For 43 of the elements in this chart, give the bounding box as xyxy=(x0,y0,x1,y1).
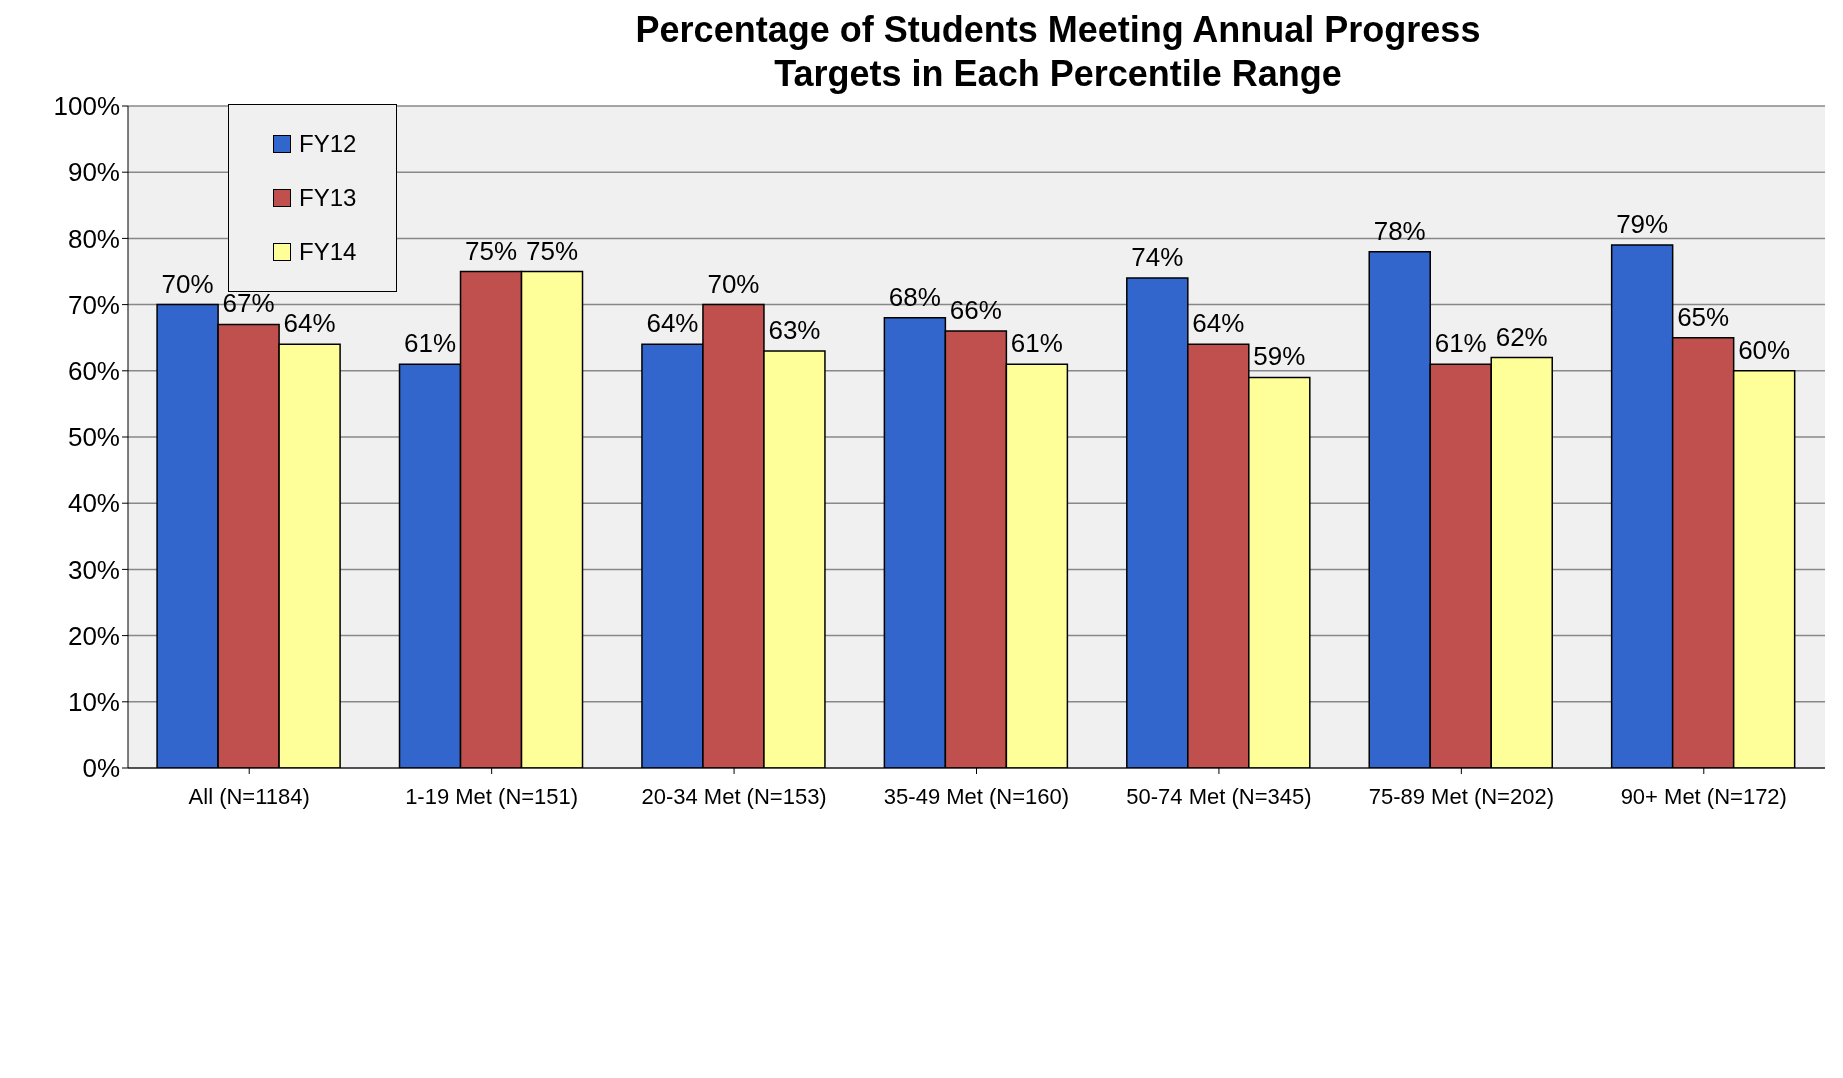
x-tick-label: 20-34 Met (N=153) xyxy=(641,783,827,809)
data-label: 64% xyxy=(1192,308,1245,339)
y-tick-label: 80% xyxy=(67,223,120,254)
data-label: 62% xyxy=(1495,321,1548,352)
data-label: 70% xyxy=(707,268,760,299)
data-label: 64% xyxy=(283,308,336,339)
y-tick-label: 20% xyxy=(67,620,120,651)
x-tick-label: 90+ Met (N=172) xyxy=(1620,783,1787,809)
data-label: 61% xyxy=(404,328,457,359)
data-label: 74% xyxy=(1131,242,1184,273)
data-label: 65% xyxy=(1677,301,1730,332)
data-label: 59% xyxy=(1253,341,1306,372)
data-label: 67% xyxy=(222,288,275,319)
data-label: 60% xyxy=(1738,334,1791,365)
data-label: 68% xyxy=(888,281,941,312)
y-tick-label: 10% xyxy=(67,687,120,718)
y-tick-label: 100% xyxy=(53,91,120,122)
x-tick-label: 35-49 Met (N=160) xyxy=(883,783,1070,809)
y-tick-label: 40% xyxy=(67,488,120,519)
x-tick-label: 50-74 Met (N=345) xyxy=(1126,783,1312,809)
legend-label: FY13 xyxy=(299,184,357,212)
data-label: 78% xyxy=(1373,215,1426,246)
legend-label: FY14 xyxy=(299,238,357,266)
data-label: 61% xyxy=(1434,328,1487,359)
x-tick-label: All (N=1184) xyxy=(188,783,310,809)
y-tick-label: 70% xyxy=(67,289,120,320)
x-tick-label: 1-19 Met (N=151) xyxy=(405,783,579,809)
data-label: 66% xyxy=(949,295,1002,326)
data-label: 70% xyxy=(161,268,214,299)
y-tick-label: 0% xyxy=(82,753,120,784)
chart-title: Percentage of Students Meeting Annual Progress Targets in Each Percentile Range xyxy=(634,8,1482,96)
y-tick-label: 90% xyxy=(67,157,120,188)
data-label: 64% xyxy=(646,308,699,339)
data-label: 63% xyxy=(768,314,821,345)
legend-label: FY12 xyxy=(299,130,357,158)
x-tick-label: 75-89 Met (N=202) xyxy=(1368,783,1554,809)
y-tick-label: 60% xyxy=(67,356,120,387)
data-label: 75% xyxy=(465,235,518,266)
y-tick-label: 50% xyxy=(67,422,120,453)
data-label: 79% xyxy=(1616,209,1669,240)
y-tick-label: 30% xyxy=(67,554,120,585)
data-label: 75% xyxy=(526,235,579,266)
data-label: 61% xyxy=(1010,328,1063,359)
